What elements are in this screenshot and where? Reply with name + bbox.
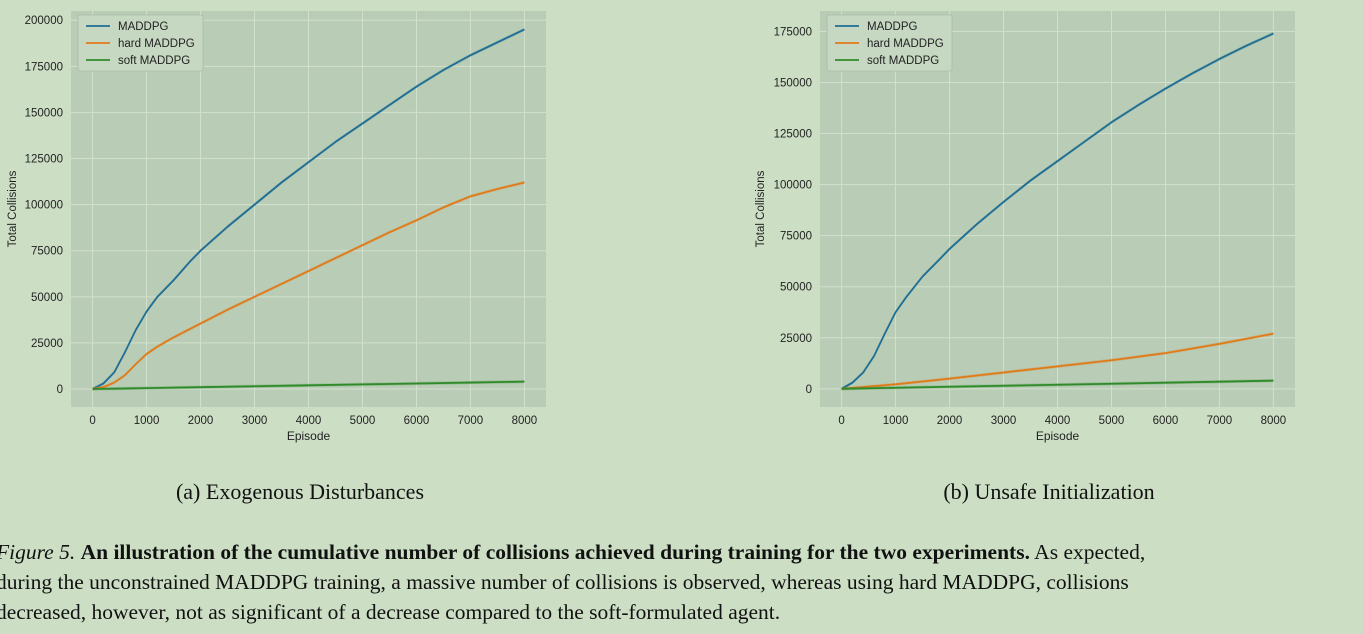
subcaption-a: (a) Exogenous Disturbances [175, 479, 425, 504]
y-tick-label: 175000 [774, 26, 812, 38]
x-tick-label: 1000 [883, 415, 909, 427]
x-tick-label: 8000 [512, 415, 538, 427]
x-axis-label: Episode [287, 429, 331, 443]
legend-label: hard MADDPG [118, 38, 195, 50]
x-tick-label: 6000 [404, 415, 430, 427]
legend-label: soft MADDPG [867, 55, 939, 67]
y-tick-label: 25000 [780, 333, 812, 345]
y-tick-label: 75000 [780, 231, 812, 243]
y-tick-label: 25000 [31, 338, 63, 350]
x-tick-label: 7000 [1207, 415, 1233, 427]
subcaption-b: (b) Unsafe Initialization [943, 479, 1155, 504]
y-tick-label: 50000 [780, 282, 812, 294]
y-axis-label: Total Collisions [755, 170, 767, 247]
caption-line-3: decreased, however, not as significant o… [0, 600, 781, 624]
chart-exogenous-disturbances: 0 1000 2000 3000 4000 5000 6000 7000 8000 0 25000 5… [7, 11, 546, 443]
x-tick-label: 3000 [242, 415, 268, 427]
series-line-hard-maddpg [841, 332, 1274, 390]
legend-box [77, 14, 204, 72]
y-tick-label: 100000 [774, 180, 812, 192]
series-line-maddpg [92, 28, 525, 390]
caption-line-2: during the unconstrained MADDPG training… [0, 570, 1129, 594]
x-tick-label: 6000 [1153, 415, 1179, 427]
y-tick-label: 150000 [25, 107, 63, 119]
y-tick-label: 50000 [31, 292, 63, 304]
legend-box [826, 14, 953, 72]
y-tick-label: 100000 [25, 200, 63, 212]
x-tick-label: 4000 [1045, 415, 1071, 427]
x-tick-label: 0 [89, 415, 95, 427]
y-axis-label: Total Collisions [7, 170, 19, 247]
figure-label: Figure 5. [0, 540, 76, 564]
y-tick-label: 0 [806, 384, 812, 396]
series-line-soft-maddpg [92, 380, 525, 390]
legend-label: hard MADDPG [867, 38, 944, 50]
y-tick-label: 125000 [25, 154, 63, 166]
x-tick-label: 1000 [134, 415, 160, 427]
x-tick-label: 5000 [350, 415, 376, 427]
legend-label: MADDPG [118, 21, 169, 33]
x-tick-label: 2000 [188, 415, 214, 427]
y-tick-label: 175000 [25, 61, 63, 73]
x-tick-label: 3000 [991, 415, 1017, 427]
y-tick-label: 75000 [31, 246, 63, 258]
caption-bold-text: An illustration of the cumulative number… [80, 540, 1030, 564]
y-tick-label: 150000 [774, 77, 812, 89]
caption-line1-rest: As expected, [1034, 540, 1146, 564]
series-line-maddpg [841, 32, 1274, 390]
y-tick-label: 0 [57, 384, 63, 396]
series-line-hard-maddpg [92, 181, 525, 390]
y-tick-label: 200000 [25, 15, 63, 27]
x-tick-label: 4000 [296, 415, 322, 427]
chart-unsafe-initialization: 0 1000 2000 3000 4000 5000 6000 7000 8000 0 25000 5… [755, 11, 1295, 443]
x-tick-label: 8000 [1261, 415, 1287, 427]
caption-line-1: Figure 5. An illustration of the cumulat… [0, 537, 1363, 567]
x-tick-label: 2000 [937, 415, 963, 427]
x-tick-label: 7000 [458, 415, 484, 427]
x-tick-label: 0 [838, 415, 844, 427]
series-line-soft-maddpg [841, 379, 1274, 390]
legend-label: soft MADDPG [118, 55, 190, 67]
y-tick-label: 125000 [774, 129, 812, 141]
x-axis-label: Episode [1036, 429, 1080, 443]
figure-caption: Figure 5. An illustration of the cumulat… [0, 537, 1363, 627]
legend-label: MADDPG [867, 21, 918, 33]
x-tick-label: 5000 [1099, 415, 1125, 427]
